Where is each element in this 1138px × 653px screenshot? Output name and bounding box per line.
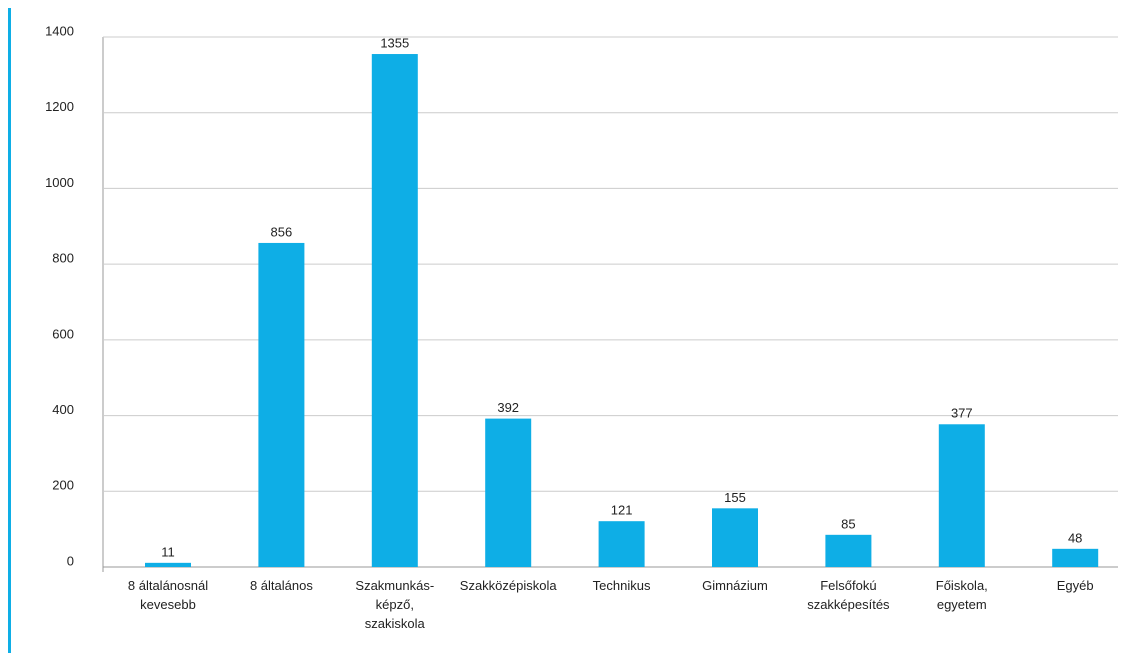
x-tick-label: Szakközépiskola bbox=[459, 578, 557, 593]
bar bbox=[1052, 548, 1099, 567]
bar bbox=[825, 534, 872, 567]
value-label: 85 bbox=[841, 516, 855, 531]
y-tick-label: 1400 bbox=[45, 23, 74, 38]
bar bbox=[938, 424, 985, 567]
bar bbox=[712, 508, 758, 567]
y-tick-label: 200 bbox=[52, 478, 74, 493]
x-tick-label: Főiskola, egyetem bbox=[935, 578, 988, 612]
bar bbox=[371, 54, 418, 568]
y-tick-label: 1200 bbox=[45, 99, 74, 114]
bar bbox=[258, 242, 305, 567]
y-tick-label: 1000 bbox=[45, 175, 74, 190]
value-label: 11 bbox=[161, 544, 175, 559]
value-label: 392 bbox=[497, 400, 519, 415]
x-tick-label: Szakmunkás- képző, szakiskola bbox=[355, 578, 435, 631]
bar bbox=[598, 521, 645, 567]
value-label: 377 bbox=[951, 406, 973, 421]
y-tick-label: 800 bbox=[52, 251, 74, 266]
bar bbox=[485, 418, 532, 567]
x-tick-label: Egyéb bbox=[1056, 578, 1094, 593]
x-tick-label: Technikus bbox=[592, 578, 651, 593]
accent-bar bbox=[8, 8, 11, 653]
value-label: 856 bbox=[271, 224, 293, 239]
value-label: 1355 bbox=[380, 35, 409, 50]
y-tick-label: 0 bbox=[67, 553, 74, 568]
x-tick-label: 8 általánosnál kevesebb bbox=[127, 578, 209, 612]
value-label: 155 bbox=[724, 490, 746, 505]
y-tick-label: 400 bbox=[52, 402, 74, 417]
x-tick-label: 8 általános bbox=[249, 578, 313, 593]
value-label: 121 bbox=[611, 503, 633, 518]
bar bbox=[145, 562, 191, 567]
x-tick-label: Gimnázium bbox=[702, 578, 768, 593]
x-tick-label: Felsőfokú szakképesítés bbox=[807, 578, 890, 612]
value-label: 48 bbox=[1068, 530, 1082, 545]
y-tick-label: 600 bbox=[52, 326, 74, 341]
